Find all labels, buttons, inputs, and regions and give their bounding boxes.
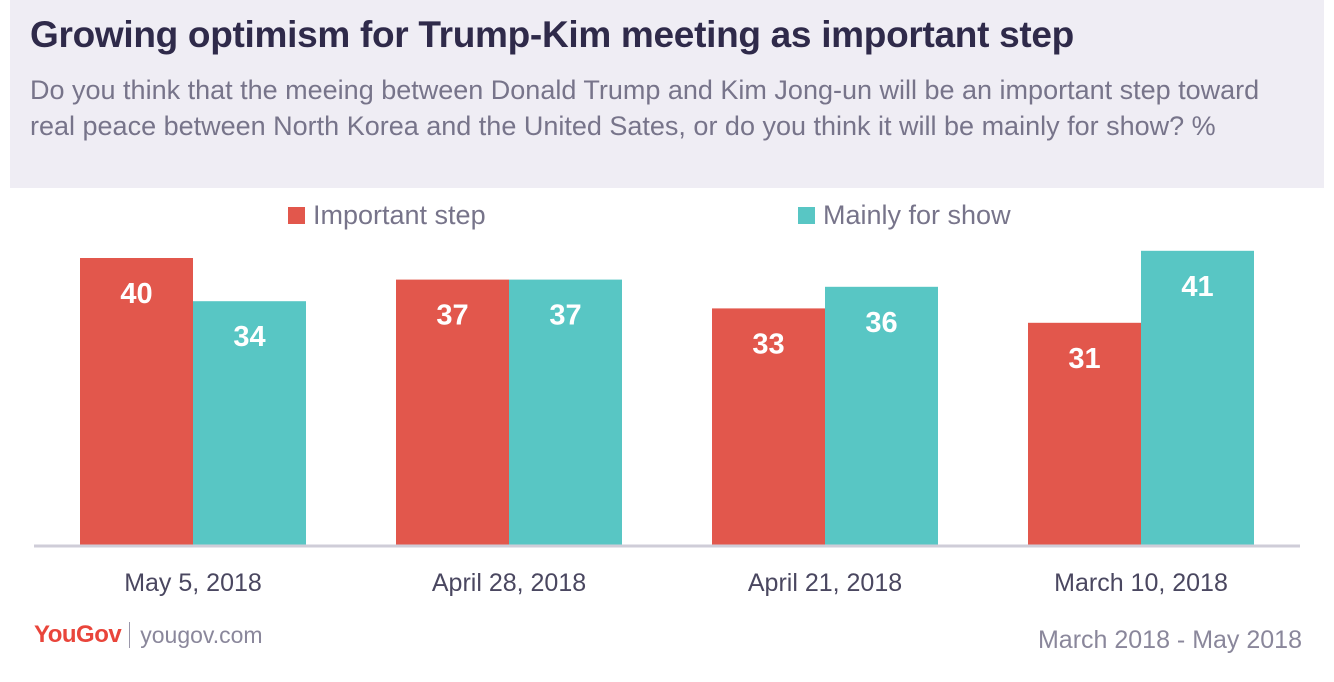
yougov-logo: YouGov (34, 621, 122, 648)
legend-label-mainly-for-show: Mainly for show (823, 199, 1011, 230)
bar-mainly-for-show-may-5-2018 (193, 301, 306, 546)
data-label-mainly-for-show-march-10-2018: 41 (1181, 271, 1213, 303)
bar-important-step-may-5-2018 (80, 258, 193, 546)
bar-important-step-april-21-2018 (712, 308, 825, 546)
data-label-important-step-may-5-2018: 40 (120, 278, 152, 310)
legend-swatch-mainly-for-show (798, 206, 815, 224)
data-label-important-step-april-21-2018: 33 (752, 328, 784, 360)
chart-subtitle: Do you think that the meeing between Don… (30, 75, 1260, 141)
logo-divider (129, 622, 131, 648)
legend-item-mainly-for-show: Mainly for show (798, 200, 1011, 230)
data-label-mainly-for-show-april-21-2018: 36 (865, 307, 897, 339)
header-panel: Growing optimism for Trump-Kim meeting a… (10, 0, 1324, 188)
bar-mainly-for-show-april-21-2018 (825, 286, 938, 546)
data-label-important-step-march-10-2018: 31 (1068, 343, 1100, 375)
x-tick-label-may-5-2018: May 5, 2018 (124, 569, 262, 597)
legend-item-important-step: Important step (288, 200, 486, 230)
x-tick-label-april-21-2018: April 21, 2018 (748, 569, 902, 597)
data-label-mainly-for-show-may-5-2018: 34 (233, 321, 265, 353)
bar-important-step-march-10-2018 (1028, 322, 1141, 546)
bar-important-step-april-28-2018 (396, 279, 509, 546)
bar-mainly-for-show-april-28-2018 (509, 279, 622, 546)
data-label-mainly-for-show-april-28-2018: 37 (549, 300, 581, 332)
footer-branding: YouGov yougov.com (34, 621, 263, 649)
site-url: yougov.com (140, 621, 263, 648)
chart-title: Growing optimism for Trump-Kim meeting a… (30, 14, 1074, 55)
x-tick-label-april-28-2018: April 28, 2018 (432, 569, 586, 597)
date-range: March 2018 - May 2018 (1037, 626, 1302, 654)
legend-label-important-step: Important step (313, 199, 486, 230)
legend-swatch-important-step (288, 206, 305, 224)
data-label-important-step-april-28-2018: 37 (436, 300, 468, 332)
x-tick-label-march-10-2018: March 10, 2018 (1054, 569, 1228, 597)
bar-mainly-for-show-march-10-2018 (1141, 250, 1254, 547)
